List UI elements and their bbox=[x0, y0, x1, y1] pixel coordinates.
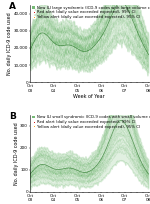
Text: A: A bbox=[9, 2, 16, 11]
Y-axis label: No. daily ICD-9 code used: No. daily ICD-9 code used bbox=[14, 122, 19, 185]
Y-axis label: No. daily ICD-9 code used: No. daily ICD-9 code used bbox=[7, 12, 12, 75]
Text: B: B bbox=[9, 112, 16, 121]
Legend: New ILI small syndromic (ICD-9 codes with small volume counts), Red alert (daily: New ILI small syndromic (ICD-9 codes wit… bbox=[32, 115, 150, 129]
Legend: New ILI large syndromic (ICD-9 codes with large volume counts), Red alert (daily: New ILI large syndromic (ICD-9 codes wit… bbox=[32, 6, 150, 19]
X-axis label: Week of Year: Week of Year bbox=[73, 94, 105, 99]
